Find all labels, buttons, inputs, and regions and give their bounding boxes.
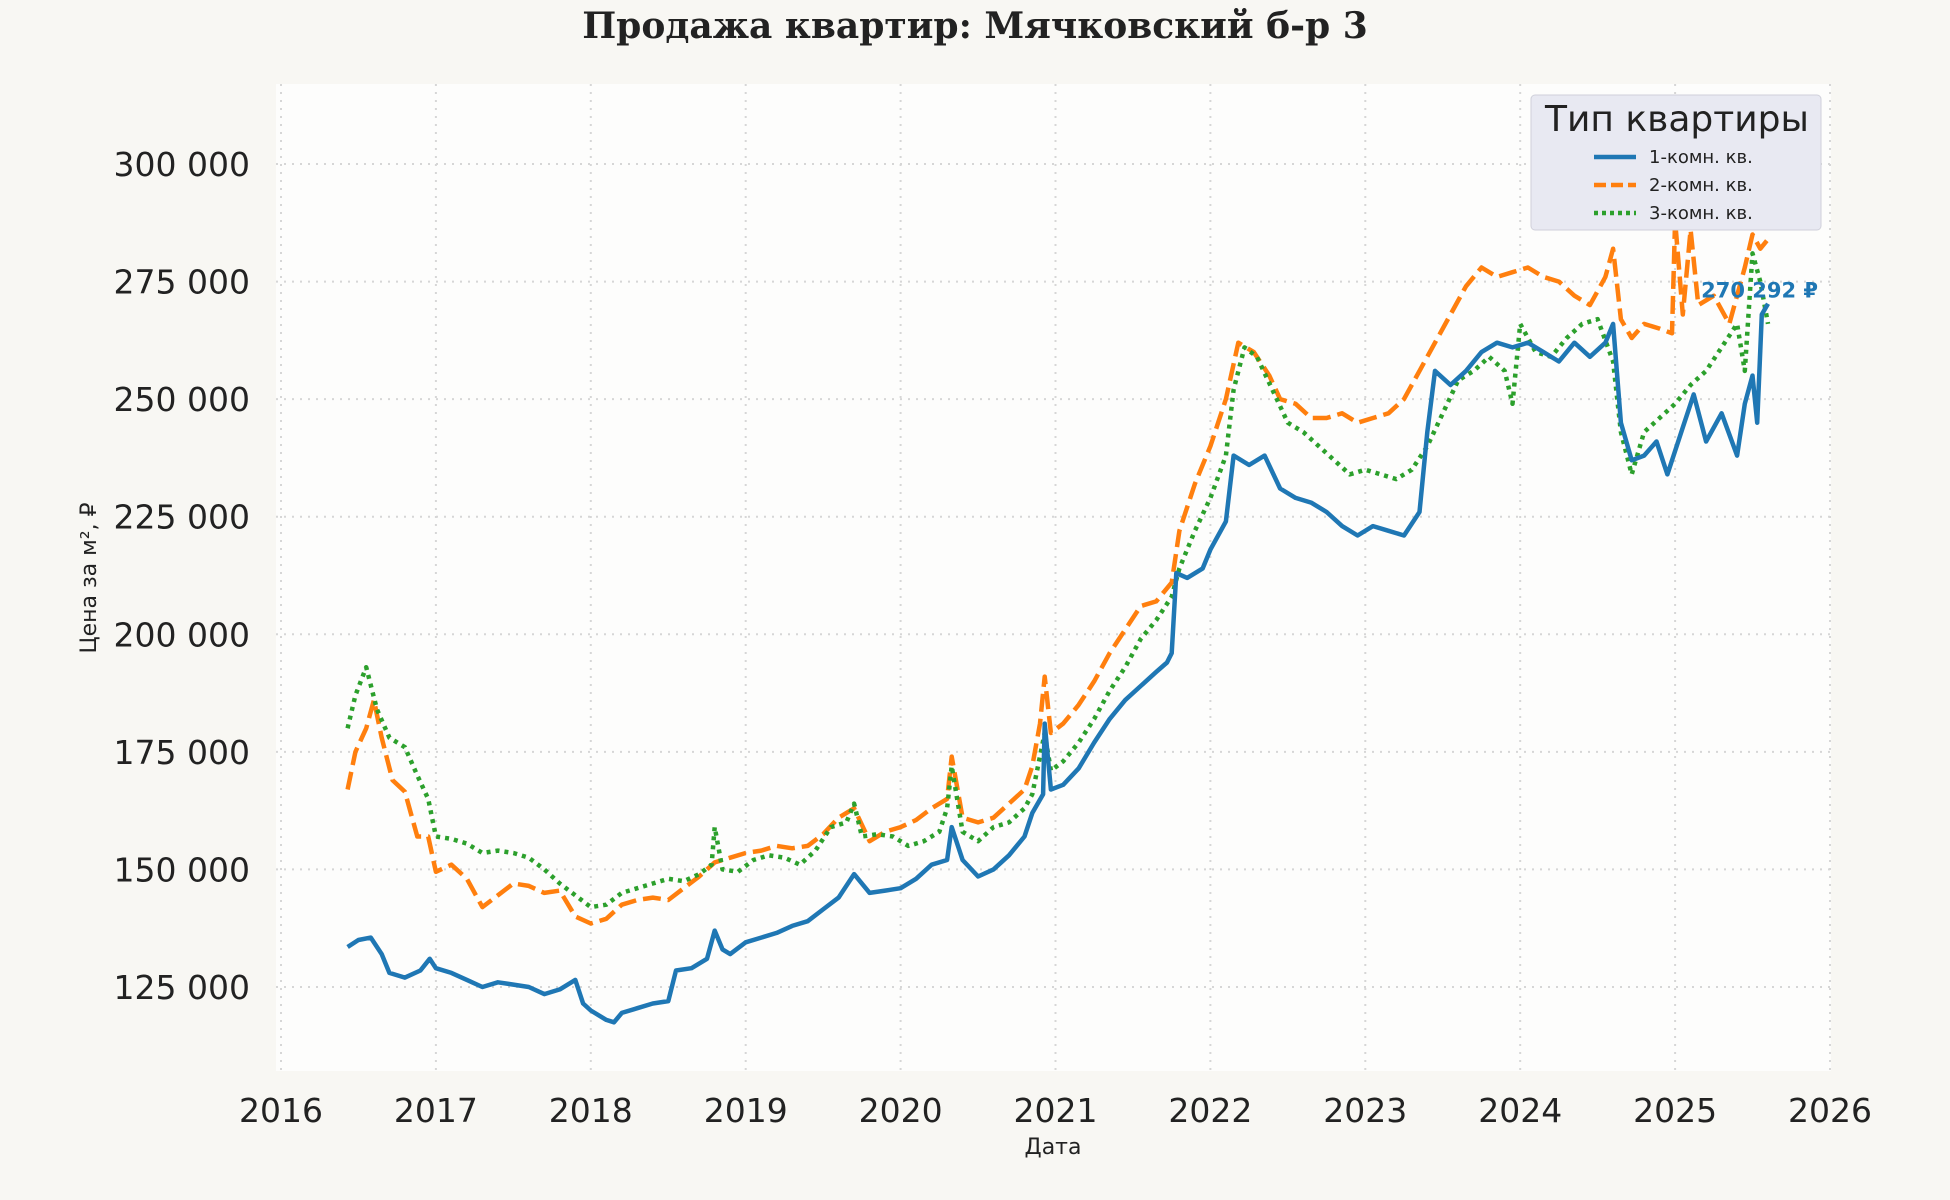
x-tick-label: 2016 [239,1091,323,1130]
y-tick-label: 225 000 [114,498,250,537]
y-axis-label: Цена за м², ₽ [77,502,102,653]
chart-title: Продажа квартир: Мячковский б-р 3 [582,5,1368,47]
series-lines [345,218,1771,1025]
legend-label: 1-комн. кв. [1649,147,1753,168]
y-tick-label: 125 000 [114,968,250,1007]
x-tick-label: 2017 [394,1091,478,1130]
series-line-2 [345,218,1770,926]
x-tick-label: 2021 [1014,1091,1098,1130]
y-tick-label: 300 000 [114,145,250,184]
x-tick-label: 2022 [1168,1091,1252,1130]
x-tick-label: 2026 [1788,1091,1872,1130]
x-tick-label: 2025 [1633,1091,1717,1130]
x-tick-label: 2024 [1478,1091,1562,1130]
y-tick-label: 200 000 [114,615,250,654]
legend-label: 3-комн. кв. [1649,203,1753,224]
y-tick-labels: 125 000 150 000 175 000 200 000 225 000 250 0… [114,145,250,1007]
legend: Тип квартиры 1-комн. кв. 2-комн. кв. 3-ком… [1530,94,1822,231]
y-tick-label: 250 000 [114,380,250,419]
y-tick-label: 275 000 [114,263,250,302]
series-line-1 [346,302,1770,1025]
grid [276,84,1831,1071]
x-tick-labels: 2016 2017 2018 2019 2020 2021 2022 2023 2024 2025… [239,1091,1872,1130]
x-tick-label: 2023 [1323,1091,1407,1130]
last-value-label: 270 292 ₽ [1701,279,1818,303]
legend-box [1530,94,1822,231]
legend-label: 2-комн. кв. [1649,175,1753,196]
y-tick-label: 150 000 [114,850,250,889]
x-axis-label: Дата [1025,1135,1082,1160]
x-tick-label: 2018 [549,1091,633,1130]
y-tick-label: 175 000 [114,733,250,772]
x-tick-label: 2019 [704,1091,788,1130]
legend-title: Тип квартиры [1544,99,1809,140]
plot-area [276,84,1831,1071]
legend-items: 1-комн. кв. 2-комн. кв. 3-комн. кв. [1594,147,1753,224]
x-tick-label: 2020 [859,1091,943,1130]
